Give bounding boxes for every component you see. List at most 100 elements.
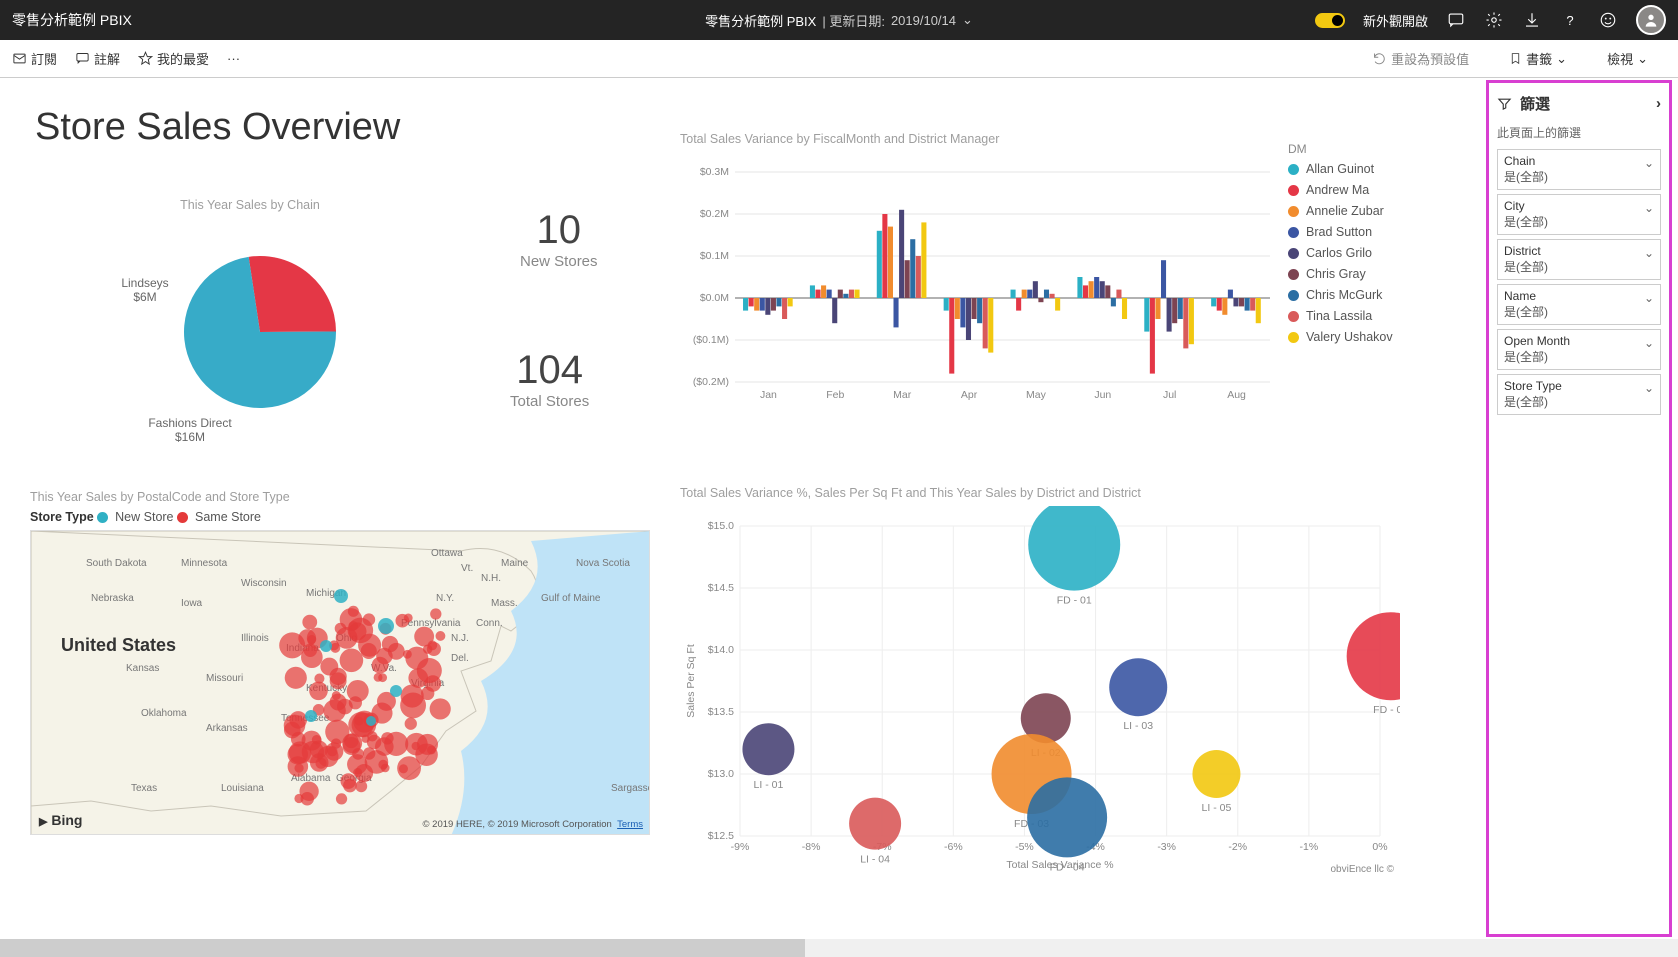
view-button[interactable]: 檢視⌄ (1607, 49, 1648, 68)
svg-text:FD - 04: FD - 04 (1050, 861, 1085, 873)
legend-item[interactable]: Chris McGurk (1288, 288, 1428, 302)
svg-text:$0.2M: $0.2M (700, 208, 729, 220)
chevron-down-icon: ⌄ (1644, 156, 1654, 170)
comment-button[interactable]: 註解 (75, 49, 120, 68)
svg-text:Mar: Mar (893, 389, 912, 401)
svg-text:Conn.: Conn. (476, 618, 503, 629)
legend-item[interactable]: Brad Sutton (1288, 225, 1428, 239)
map-attribution: © 2019 HERE, © 2019 Microsoft Corporatio… (423, 819, 612, 830)
svg-text:Arkansas: Arkansas (206, 723, 248, 734)
bubble-title: Total Sales Variance %, Sales Per Sq Ft … (680, 486, 1400, 500)
filter-card[interactable]: Chain是(全部)⌄ (1497, 149, 1661, 190)
file-name: 零售分析範例 PBIX (705, 11, 816, 30)
top-app-bar: 零售分析範例 PBIX 零售分析範例 PBIX | 更新日期: 2019/10/… (0, 0, 1678, 40)
svg-text:Apr: Apr (961, 389, 978, 401)
legend-item[interactable]: Allan Guinot (1288, 162, 1428, 176)
svg-text:N.Y.: N.Y. (436, 593, 454, 604)
legend-item[interactable]: Chris Gray (1288, 267, 1428, 281)
svg-text:Jan: Jan (760, 389, 777, 401)
favorite-button[interactable]: 我的最愛 (138, 49, 209, 68)
kpi-label: Total Stores (510, 393, 589, 410)
filters-pane: 篩選 › 此頁面上的篩選 Chain是(全部)⌄City是(全部)⌄Distri… (1486, 80, 1672, 937)
svg-text:-6%: -6% (944, 841, 963, 853)
svg-text:Gulf of Maine: Gulf of Maine (541, 593, 601, 604)
svg-text:Texas: Texas (131, 783, 157, 794)
filters-subheader: 此頁面上的篩選 (1497, 124, 1661, 141)
svg-text:May: May (1026, 389, 1047, 401)
gear-icon[interactable] (1484, 10, 1504, 30)
svg-text:Louisiana: Louisiana (221, 783, 264, 794)
updated-prefix: | 更新日期: (822, 11, 885, 30)
svg-text:LI - 01: LI - 01 (754, 779, 784, 791)
svg-text:-3%: -3% (1157, 841, 1176, 853)
svg-text:Kansas: Kansas (126, 663, 159, 674)
svg-text:$13.5: $13.5 (708, 706, 734, 718)
reset-button[interactable]: 重設為預設值 (1372, 49, 1469, 68)
chevron-down-icon: ⌄ (1644, 381, 1654, 395)
svg-text:$13.0: $13.0 (708, 768, 734, 780)
chevron-down-icon: ⌄ (1644, 246, 1654, 260)
svg-text:Jul: Jul (1163, 389, 1176, 401)
subscribe-button[interactable]: 訂閱 (12, 49, 57, 68)
new-look-toggle[interactable] (1315, 13, 1345, 28)
kpi-new-stores[interactable]: 10 New Stores (520, 208, 598, 270)
legend-item[interactable]: Annelie Zubar (1288, 204, 1428, 218)
svg-text:0%: 0% (1372, 841, 1387, 853)
map-visual[interactable]: South DakotaMinnesotaWisconsinMichiganNe… (30, 530, 650, 835)
svg-text:$14.0: $14.0 (708, 644, 734, 656)
svg-text:FD - 01: FD - 01 (1057, 595, 1092, 607)
filter-card[interactable]: Store Type是(全部)⌄ (1497, 374, 1661, 415)
bookmark-button[interactable]: 書籤⌄ (1509, 49, 1567, 68)
svg-text:LI - 03: LI - 03 (1123, 720, 1153, 732)
legend-item[interactable]: Andrew Ma (1288, 183, 1428, 197)
dm-legend: DMAllan GuinotAndrew MaAnnelie ZubarBrad… (1288, 142, 1428, 351)
kpi-value: 10 (520, 208, 598, 253)
svg-text:Illinois: Illinois (241, 633, 269, 644)
horizontal-scrollbar[interactable] (0, 939, 1678, 957)
map-legend: Store Type New Store Same Store (30, 510, 650, 524)
filter-card[interactable]: Name是(全部)⌄ (1497, 284, 1661, 325)
bar-chart-tile[interactable]: Total Sales Variance by FiscalMonth and … (680, 132, 1310, 412)
svg-text:Wisconsin: Wisconsin (241, 578, 287, 589)
svg-text:$14.5: $14.5 (708, 582, 734, 594)
bubble-chart: -9%-8%-7%-6%-5%-4%-3%-2%-1%0%$15.0$14.5$… (680, 506, 1400, 876)
pie-chart-tile[interactable]: This Year Sales by Chain Lindseys$6MFash… (60, 198, 440, 452)
chevron-right-icon[interactable]: › (1656, 95, 1661, 112)
app-title-left: 零售分析範例 PBIX (12, 10, 132, 30)
svg-text:-1%: -1% (1300, 841, 1319, 853)
kpi-total-stores[interactable]: 104 Total Stores (510, 348, 589, 410)
svg-text:Feb: Feb (826, 389, 844, 401)
svg-text:($0.2M): ($0.2M) (693, 376, 729, 388)
smile-icon[interactable] (1598, 10, 1618, 30)
legend-item[interactable]: Valery Ushakov (1288, 330, 1428, 344)
chat-icon[interactable] (1446, 10, 1466, 30)
svg-text:Oklahoma: Oklahoma (141, 708, 187, 719)
map-tile[interactable]: This Year Sales by PostalCode and Store … (30, 490, 650, 835)
svg-text:$0.3M: $0.3M (700, 166, 729, 178)
kpi-value: 104 (510, 348, 589, 393)
legend-item[interactable]: Carlos Grilo (1288, 246, 1428, 260)
updated-date: 2019/10/14 (891, 13, 956, 28)
map-terms-link[interactable]: Terms (617, 819, 643, 830)
svg-text:Fashions Direct$16M: Fashions Direct$16M (148, 416, 232, 444)
svg-text:Del.: Del. (451, 653, 469, 664)
svg-text:Iowa: Iowa (181, 598, 203, 609)
filter-card[interactable]: Open Month是(全部)⌄ (1497, 329, 1661, 370)
chevron-down-icon: ⌄ (1556, 51, 1567, 67)
bubble-chart-tile[interactable]: Total Sales Variance %, Sales Per Sq Ft … (680, 486, 1400, 875)
filter-card[interactable]: City是(全部)⌄ (1497, 194, 1661, 235)
title-center[interactable]: 零售分析範例 PBIX | 更新日期: 2019/10/14 ⌄ (705, 11, 973, 30)
user-avatar[interactable] (1636, 5, 1666, 35)
filter-card[interactable]: District是(全部)⌄ (1497, 239, 1661, 280)
svg-text:Lindseys$6M: Lindseys$6M (121, 276, 168, 304)
svg-text:Minnesota: Minnesota (181, 558, 228, 569)
pie-chart: Lindseys$6M Fashions Direct$16M (60, 232, 400, 452)
help-icon[interactable]: ? (1560, 10, 1580, 30)
more-button[interactable]: ··· (227, 51, 240, 66)
filter-icon (1497, 96, 1512, 111)
chevron-down-icon[interactable]: ⌄ (962, 12, 973, 28)
svg-text:$15.0: $15.0 (708, 520, 734, 532)
legend-item[interactable]: Tina Lassila (1288, 309, 1428, 323)
svg-text:South Dakota: South Dakota (86, 558, 147, 569)
download-icon[interactable] (1522, 10, 1542, 30)
